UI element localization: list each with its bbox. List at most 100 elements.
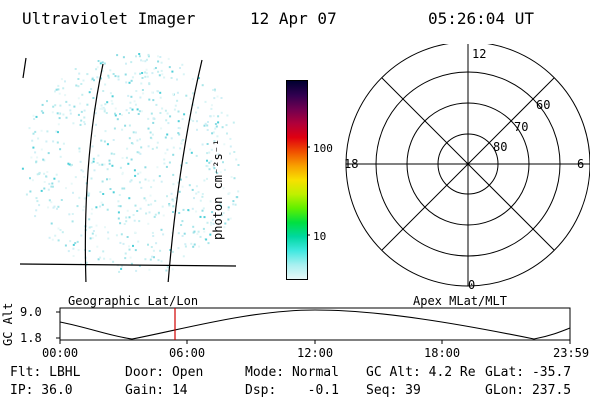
uv-pixel xyxy=(138,110,141,113)
app-title: Ultraviolet Imager xyxy=(22,9,196,28)
uv-pixel xyxy=(226,132,228,135)
uv-pixel xyxy=(121,265,123,268)
uv-pixel xyxy=(180,224,183,226)
uv-pixel xyxy=(119,241,122,244)
uv-pixel xyxy=(125,109,128,112)
uv-pixel xyxy=(139,171,142,174)
uv-pixel xyxy=(136,210,139,212)
uv-pixel xyxy=(82,79,85,82)
uv-pixel xyxy=(151,91,154,94)
uv-pixel xyxy=(132,214,135,216)
uv-pixel xyxy=(46,130,49,133)
uv-pixel xyxy=(95,68,98,71)
uv-pixel xyxy=(100,104,103,107)
uv-pixel xyxy=(121,128,124,131)
uv-pixel xyxy=(197,230,200,233)
uv-pixel xyxy=(64,244,67,247)
uv-pixel xyxy=(152,117,155,120)
uv-pixel xyxy=(147,145,150,148)
uv-pixel xyxy=(223,143,226,146)
uv-pixel xyxy=(80,169,83,172)
uv-pixel xyxy=(41,103,44,106)
uv-pixel xyxy=(47,188,50,191)
uv-pixel xyxy=(121,187,124,190)
uv-pixel xyxy=(92,160,95,163)
uv-pixel xyxy=(157,55,159,58)
uv-pixel xyxy=(88,250,91,252)
uv-pixel xyxy=(161,73,164,76)
uv-pixel xyxy=(170,192,173,195)
uv-pixel xyxy=(171,70,174,73)
uv-pixel xyxy=(48,199,51,202)
uv-pixel xyxy=(174,104,177,107)
uv-pixel xyxy=(126,209,129,212)
uv-pixel xyxy=(196,120,198,123)
uv-pixel xyxy=(88,91,91,94)
uv-pixel xyxy=(192,225,195,228)
uv-pixel xyxy=(198,245,201,248)
status-mode: Mode: Normal xyxy=(245,365,339,380)
uv-pixel xyxy=(34,215,37,218)
uv-pixel xyxy=(165,165,168,168)
uv-pixel xyxy=(144,258,147,261)
uv-pixel xyxy=(163,158,166,161)
uv-pixel xyxy=(172,153,175,156)
uv-pixel xyxy=(155,242,158,245)
uv-pixel xyxy=(133,169,136,172)
uv-pixel xyxy=(101,61,104,64)
uv-pixel xyxy=(161,205,164,208)
uv-pixel xyxy=(116,54,119,57)
uv-pixel xyxy=(173,108,176,111)
uv-pixel xyxy=(90,177,93,180)
uv-pixel xyxy=(206,129,209,131)
uv-pixel xyxy=(154,199,157,202)
uv-pixel xyxy=(42,111,45,114)
uv-pixel xyxy=(151,133,154,136)
orbit-xtick: 23:59 xyxy=(553,346,590,360)
orbit-xtick: 00:00 xyxy=(42,346,79,360)
uv-pixel xyxy=(213,97,216,100)
geographic-image-panel xyxy=(19,53,240,282)
uv-pixel xyxy=(107,237,110,240)
uv-pixel xyxy=(116,118,119,121)
uv-pixel xyxy=(112,139,115,141)
uv-pixel xyxy=(121,171,124,174)
uv-pixel xyxy=(190,151,193,154)
uv-pixel xyxy=(160,127,163,130)
uv-pixel xyxy=(33,118,36,120)
uv-pixel xyxy=(141,60,144,62)
uv-pixel xyxy=(100,139,103,142)
uv-pixel xyxy=(145,72,148,75)
uv-pixel xyxy=(224,222,227,225)
uv-pixel xyxy=(208,168,211,171)
orbit-xtick: 06:00 xyxy=(169,346,206,360)
uv-pixel xyxy=(85,261,88,264)
uv-pixel xyxy=(65,116,68,119)
uv-pixel xyxy=(51,238,54,241)
uv-pixel xyxy=(166,133,169,136)
uv-pixel xyxy=(189,148,192,151)
uv-pixel xyxy=(204,122,207,125)
uv-pixel xyxy=(172,199,175,202)
uv-pixel xyxy=(162,214,165,217)
uv-pixel xyxy=(153,256,155,259)
uv-pixel xyxy=(77,113,80,116)
uv-pixel xyxy=(36,156,39,159)
uv-pixel xyxy=(67,250,70,253)
uv-pixel xyxy=(64,80,66,83)
uv-pixel xyxy=(208,151,211,154)
uv-pixel xyxy=(206,152,209,155)
uv-pixel xyxy=(35,197,38,200)
uv-pixel xyxy=(40,189,43,192)
uv-pixel xyxy=(129,256,132,259)
uv-pixel xyxy=(145,212,148,215)
uv-pixel xyxy=(149,258,152,261)
uv-pixel xyxy=(57,239,60,242)
uv-pixel xyxy=(86,191,89,194)
uv-pixel xyxy=(185,162,188,164)
uv-pixel xyxy=(232,200,235,203)
uv-pixel xyxy=(191,207,194,210)
uv-pixel xyxy=(237,164,240,166)
uv-pixel xyxy=(124,252,127,255)
uv-pixel xyxy=(117,211,120,214)
